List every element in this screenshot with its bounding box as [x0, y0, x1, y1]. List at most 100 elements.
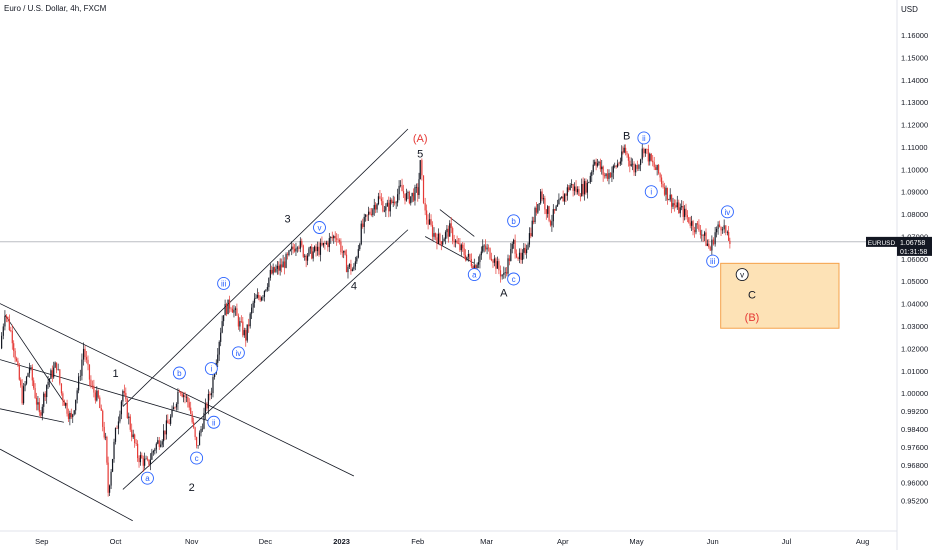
candle-body	[589, 175, 591, 183]
candle-body	[181, 393, 183, 397]
candle-body	[40, 412, 42, 416]
candle-body	[691, 221, 693, 226]
candle-body	[501, 274, 503, 277]
x-tick-label: May	[629, 537, 643, 546]
wave-label-circle-a	[141, 471, 154, 485]
candle-body	[81, 359, 83, 376]
candle-body	[686, 215, 689, 218]
candle-body	[705, 232, 707, 246]
candle-body	[404, 193, 406, 201]
candle-body	[630, 164, 632, 166]
candle-body	[627, 154, 630, 161]
trend-line-3[interactable]	[0, 448, 133, 522]
candle-body	[712, 239, 715, 245]
candle-body	[51, 370, 53, 378]
candle-body	[595, 161, 597, 166]
candle-body	[154, 449, 156, 451]
candle-body	[27, 373, 29, 377]
y-tick-label: 1.00000	[901, 389, 928, 398]
wave-label-C: C	[748, 290, 756, 302]
candle-body	[720, 226, 722, 231]
candle-body	[521, 252, 524, 260]
trend-line-5[interactable]	[4, 314, 65, 403]
wave-label-B: B	[623, 131, 630, 143]
candle-body	[240, 321, 242, 322]
candle-body	[210, 393, 212, 396]
candle-body	[583, 181, 586, 195]
candle-body	[17, 360, 19, 366]
candle-body	[308, 248, 310, 256]
candle-body	[142, 458, 144, 466]
symbol-tag	[866, 236, 897, 247]
candle-body	[649, 153, 651, 162]
candle-body	[231, 308, 234, 313]
wave-label-circle-iii	[217, 277, 231, 290]
candle-body	[511, 243, 513, 250]
wave-label-c: c	[512, 275, 516, 284]
candle-body	[327, 242, 329, 248]
trend-line-6[interactable]	[122, 229, 409, 490]
candle-body	[725, 225, 727, 233]
candle-body	[569, 185, 571, 191]
candle-body	[623, 147, 625, 153]
candle-body	[708, 243, 710, 248]
candle-body	[31, 367, 33, 381]
candle-body	[172, 407, 175, 410]
candle-body	[20, 379, 22, 386]
wave-label-b: b	[511, 217, 516, 226]
candle-body	[22, 386, 25, 404]
y-tick-label: 1.02000	[901, 344, 928, 353]
candle-body	[185, 396, 188, 398]
candle-body	[586, 182, 588, 193]
candle-body	[693, 229, 696, 233]
candle-body	[475, 265, 477, 269]
trend-line-9[interactable]	[439, 209, 475, 237]
candle-body	[301, 240, 303, 246]
candle-body	[456, 240, 458, 244]
candle-body	[603, 175, 606, 177]
candle-body	[220, 332, 222, 342]
candle-body	[84, 348, 86, 358]
candle-body	[253, 298, 256, 303]
candle-body	[431, 225, 434, 237]
candle-body	[43, 393, 45, 407]
candle-body	[312, 251, 314, 259]
candle-body	[93, 385, 95, 393]
candle-body	[113, 441, 115, 460]
wave-label-2: 2	[189, 482, 195, 494]
candle-body	[122, 391, 124, 402]
candle-body	[245, 330, 247, 341]
candle-body	[149, 459, 152, 465]
price-tag-value: 1.06758	[900, 240, 925, 247]
candle-body	[114, 428, 117, 442]
candle-body	[246, 324, 248, 341]
candle-body	[366, 214, 368, 216]
candle-body	[596, 163, 599, 166]
trend-line-1[interactable]	[0, 359, 214, 423]
trend-line-4[interactable]	[0, 408, 64, 423]
candle-body	[440, 241, 442, 245]
candle-body	[102, 410, 104, 427]
trend-line-2[interactable]	[0, 303, 355, 477]
candle-body	[340, 241, 342, 253]
candle-body	[632, 163, 634, 165]
candle-body	[73, 410, 75, 415]
candle-body	[673, 203, 676, 206]
candle-body	[675, 205, 677, 208]
candle-body	[200, 429, 202, 433]
candle-body	[67, 413, 70, 419]
candle-body	[278, 265, 280, 271]
trend-line-7[interactable]	[122, 128, 409, 407]
candle-body	[376, 204, 378, 210]
wave-label-circle-v	[735, 268, 749, 281]
candle-body	[341, 252, 343, 253]
candle-body	[679, 207, 681, 214]
candle-body	[585, 181, 587, 193]
candle-body	[510, 249, 512, 261]
candle-body	[69, 412, 71, 419]
candle-body	[702, 234, 704, 236]
y-tick-label: 1.01000	[901, 367, 928, 376]
y-tick-label: 0.99200	[901, 407, 928, 416]
candle-body	[218, 341, 220, 355]
